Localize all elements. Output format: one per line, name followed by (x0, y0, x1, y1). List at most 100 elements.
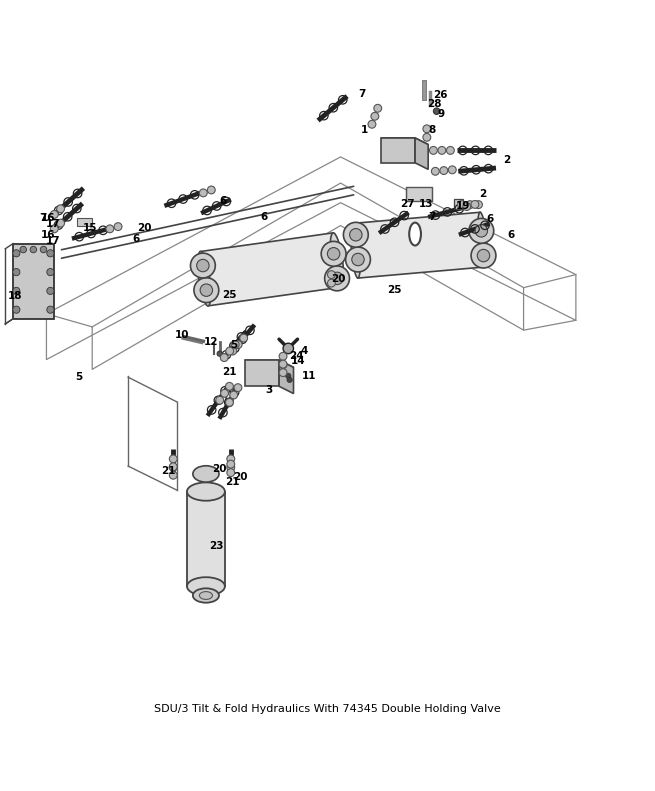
Polygon shape (381, 138, 415, 163)
Circle shape (346, 247, 371, 272)
Polygon shape (415, 138, 428, 169)
Text: 20: 20 (233, 472, 248, 483)
Circle shape (47, 268, 54, 276)
Ellipse shape (477, 212, 487, 267)
Polygon shape (381, 138, 428, 145)
Circle shape (328, 248, 340, 260)
Circle shape (350, 229, 362, 241)
Ellipse shape (330, 233, 344, 287)
Circle shape (423, 134, 431, 142)
Circle shape (57, 219, 65, 227)
Circle shape (200, 284, 213, 297)
Text: 21: 21 (161, 466, 176, 475)
Text: 16: 16 (41, 230, 55, 240)
Circle shape (423, 125, 431, 133)
Circle shape (463, 202, 471, 210)
Text: 6: 6 (507, 230, 514, 240)
Text: SDU/3 Tilt & Fold Hydraulics With 74345 Double Holding Valve: SDU/3 Tilt & Fold Hydraulics With 74345 … (154, 705, 501, 714)
Circle shape (170, 471, 177, 479)
Text: 23: 23 (209, 541, 223, 551)
Circle shape (227, 464, 234, 471)
Text: 4: 4 (301, 346, 309, 356)
Circle shape (47, 250, 54, 257)
Circle shape (440, 167, 448, 175)
Circle shape (475, 225, 487, 237)
Circle shape (447, 146, 455, 154)
Ellipse shape (351, 223, 360, 278)
Circle shape (50, 210, 58, 218)
Ellipse shape (409, 222, 421, 245)
Circle shape (40, 246, 47, 253)
Circle shape (279, 352, 287, 360)
Text: 25: 25 (387, 285, 402, 294)
Bar (406, 187, 432, 202)
Text: 24: 24 (289, 351, 303, 361)
Circle shape (114, 223, 122, 230)
Circle shape (286, 373, 291, 379)
Text: 9: 9 (438, 109, 445, 119)
Circle shape (328, 279, 335, 287)
Text: 16: 16 (41, 213, 55, 223)
Circle shape (466, 201, 474, 209)
Polygon shape (279, 360, 293, 394)
Circle shape (170, 455, 177, 463)
Circle shape (432, 168, 440, 176)
Circle shape (170, 463, 177, 471)
Polygon shape (200, 233, 341, 306)
Text: 12: 12 (204, 337, 218, 347)
Circle shape (215, 396, 223, 404)
Circle shape (469, 218, 494, 244)
Circle shape (170, 464, 177, 471)
Text: 17: 17 (46, 219, 60, 229)
Circle shape (328, 271, 335, 278)
Text: 7: 7 (428, 212, 436, 222)
Text: 14: 14 (291, 356, 305, 366)
Circle shape (331, 272, 343, 285)
Text: 26: 26 (433, 90, 447, 100)
Circle shape (279, 369, 287, 377)
Circle shape (234, 341, 242, 349)
Text: 6: 6 (219, 196, 227, 206)
Circle shape (430, 146, 438, 154)
Bar (77, 218, 92, 226)
Circle shape (47, 287, 54, 294)
Text: 6: 6 (486, 214, 493, 224)
Circle shape (106, 225, 114, 233)
Text: 2: 2 (504, 155, 511, 165)
Circle shape (50, 225, 58, 233)
Circle shape (371, 112, 379, 120)
Circle shape (229, 347, 236, 355)
Text: 6: 6 (261, 212, 268, 222)
Circle shape (227, 469, 234, 476)
Circle shape (12, 306, 20, 313)
Circle shape (352, 253, 364, 266)
Text: 17: 17 (46, 237, 60, 246)
Text: 10: 10 (175, 331, 190, 340)
Text: 5: 5 (75, 373, 83, 382)
Circle shape (477, 249, 490, 262)
Circle shape (240, 334, 248, 342)
Circle shape (458, 201, 466, 209)
Polygon shape (245, 360, 279, 386)
Text: 28: 28 (428, 99, 442, 109)
Circle shape (438, 146, 446, 154)
Circle shape (225, 399, 233, 407)
Circle shape (325, 266, 350, 291)
Ellipse shape (198, 252, 211, 306)
Circle shape (225, 382, 233, 390)
Ellipse shape (199, 592, 212, 600)
Circle shape (57, 205, 65, 213)
Circle shape (283, 343, 293, 354)
Circle shape (196, 259, 209, 272)
Circle shape (30, 246, 37, 253)
Text: 21: 21 (225, 477, 240, 486)
Circle shape (449, 166, 456, 174)
Circle shape (374, 104, 382, 112)
Polygon shape (353, 212, 485, 278)
Ellipse shape (193, 589, 219, 603)
Text: 2: 2 (479, 189, 487, 199)
Text: 1: 1 (360, 125, 367, 135)
Text: 21: 21 (222, 367, 236, 377)
Circle shape (208, 186, 215, 194)
Ellipse shape (187, 483, 225, 501)
